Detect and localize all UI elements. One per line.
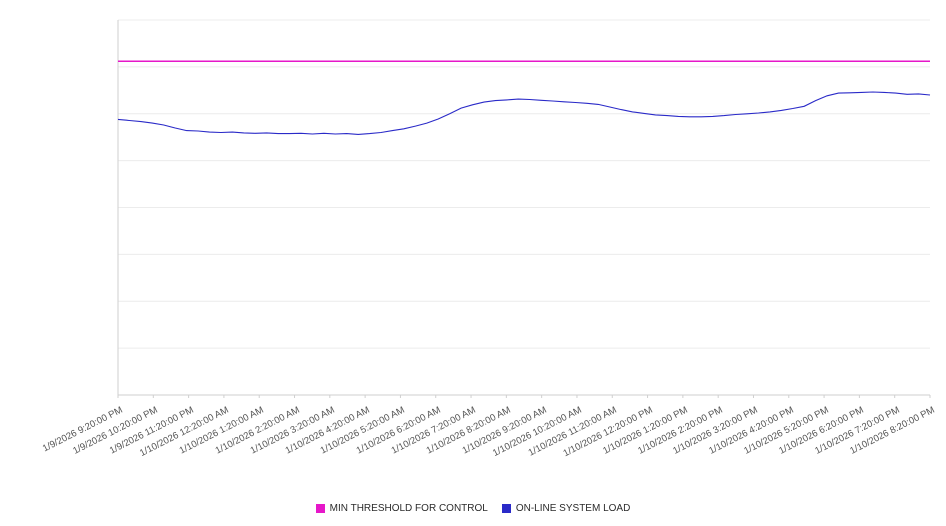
x-axis-label: 1/10/2026 1:20:00 AM [177, 404, 266, 457]
x-axis-label: 1/10/2026 2:20:00 PM [636, 404, 725, 457]
x-axis-label: 1/10/2026 1:20:00 PM [601, 404, 690, 457]
legend-item-threshold: MIN THRESHOLD FOR CONTROL [315, 503, 488, 514]
x-axis-label: 1/10/2026 11:20:00 AM [526, 404, 619, 459]
x-axis-label: 1/9/2026 10:20:00 PM [71, 404, 160, 457]
load-swatch [501, 504, 511, 513]
x-axis-label: 1/10/2026 12:20:00 PM [561, 404, 655, 460]
x-axis-label: 1/9/2026 11:20:00 PM [107, 404, 196, 457]
x-axis-label: 1/10/2026 4:20:00 AM [283, 404, 372, 457]
x-axis-label: 1/10/2026 10:20:00 AM [490, 404, 584, 460]
x-axis-label: 1/10/2026 12:20:00 AM [137, 404, 231, 460]
x-axis-label: 1/10/2026 6:20:00 PM [777, 404, 866, 457]
x-axis-label: 1/10/2026 5:20:00 PM [742, 404, 831, 457]
legend-item-load: ON-LINE SYSTEM LOAD [501, 503, 631, 514]
x-axis-label: 1/9/2026 9:20:00 PM [40, 404, 125, 455]
x-axis-label: 1/10/2026 5:20:00 AM [319, 404, 407, 457]
plot-area [117, 19, 931, 398]
x-axis-label: 1/10/2026 3:20:00 AM [248, 404, 337, 457]
threshold-legend-label: MIN THRESHOLD FOR CONTROL [329, 503, 488, 514]
x-axis-label: 1/10/2026 6:20:00 AM [354, 404, 443, 457]
x-axis-label: 1/10/2026 8:20:00 AM [425, 404, 513, 457]
x-axis-label: 1/10/2026 3:20:00 PM [671, 404, 760, 457]
threshold-swatch [315, 504, 325, 513]
x-axis-label: 1/10/2026 9:20:00 AM [460, 404, 549, 457]
x-axis-label: 1/10/2026 2:20:00 AM [213, 404, 302, 457]
x-axis-label: 1/10/2026 8:20:00 PM [848, 404, 937, 457]
legend: MIN THRESHOLD FOR CONTROL ON-LINE SYSTEM… [0, 503, 946, 514]
load-line [117, 91, 931, 135]
x-axis-label: 1/10/2026 7:20:00 AM [389, 404, 478, 457]
load-legend-label: ON-LINE SYSTEM LOAD [515, 503, 631, 514]
x-axis-label: 1/10/2026 7:20:00 PM [812, 404, 902, 457]
x-axis-label: 1/10/2026 4:20:00 PM [706, 404, 796, 457]
